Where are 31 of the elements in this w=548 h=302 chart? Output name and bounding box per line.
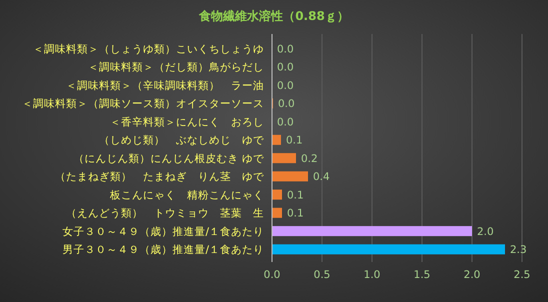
chart-title: 食物繊維水溶性（0.88ｇ） xyxy=(198,9,349,23)
x-tick-label: 0.5 xyxy=(314,269,330,281)
data-label: 0.1 xyxy=(287,189,304,202)
y-tick-label: （えんどう類） トウミョウ 茎葉 生 xyxy=(66,206,264,220)
data-label: 0.0 xyxy=(277,116,294,128)
y-tick-label: 女子３０～４９（歳）推進量/１食あたり xyxy=(62,224,264,238)
y-tick-label: 男子３０～４９（歳）推進量/１食あたり xyxy=(62,243,264,256)
y-tick-label: ＜調味料類＞（だし類）鳥がらだし xyxy=(88,60,264,74)
y-tick-label: （たまねぎ類） たまねぎ りん茎 ゆで xyxy=(55,170,265,184)
data-label: 0.2 xyxy=(301,152,318,165)
x-tick-label: 0.0 xyxy=(264,269,280,281)
x-tick-label: 1.5 xyxy=(414,269,430,281)
data-label: 2.0 xyxy=(477,226,494,238)
y-tick-label: （しめじ類） ぶなしめじ ゆで xyxy=(99,134,265,147)
data-label: 0.1 xyxy=(287,208,304,220)
data-label: 0.0 xyxy=(277,80,294,92)
y-tick-label: ＜調味料類＞（調味ソース類）オイスターソース xyxy=(22,97,264,110)
data-label: 0.0 xyxy=(277,62,294,74)
y-tick-label: ＜香辛料類＞にんにく おろし xyxy=(110,115,264,128)
y-tick-label: （にんじん類）にんじん根皮むき ゆで xyxy=(74,152,265,165)
x-tick-label: 2.0 xyxy=(464,269,480,281)
y-tick-label: ＜調味料類＞（しょうゆ類）こいくちしょうゆ xyxy=(33,42,264,56)
data-label: 0.4 xyxy=(313,171,330,184)
y-tick-label: ＜調味料類＞（辛味調味料類） ラー油 xyxy=(66,78,264,92)
data-label: 0.0 xyxy=(278,98,295,110)
x-tick-label: 1.0 xyxy=(364,269,380,281)
x-tick-label: 2.5 xyxy=(514,269,530,281)
data-label: 2.3 xyxy=(510,244,527,256)
data-label: 0.0 xyxy=(277,43,294,56)
data-label: 0.1 xyxy=(286,134,303,147)
y-tick-label: 板こんにゃく 精粉こんにゃく xyxy=(109,189,264,202)
